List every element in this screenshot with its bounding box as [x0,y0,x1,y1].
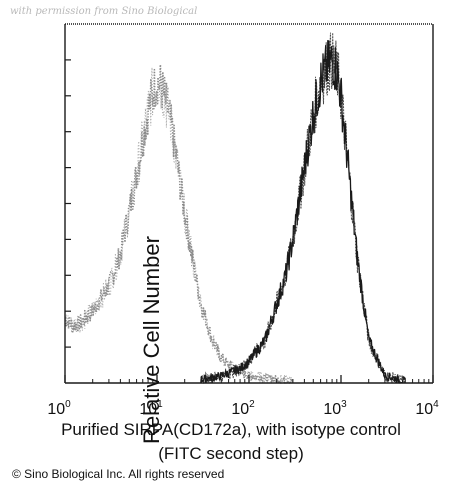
x-tick-label: 101 [139,399,163,418]
isotype-histogram-texture [64,67,294,384]
x-axis-label-line1: Purified SIRPA(CD172a), with isotype con… [61,420,401,439]
sample-histogram-line [200,39,406,384]
isotype-histogram-line [64,63,294,384]
x-axis-label-line2: (FITC second step) [158,444,304,463]
y-axis-ticks [65,59,71,348]
x-axis-ticks: 100 101 102 103 104 [47,375,439,418]
x-tick-label: 103 [323,399,347,418]
copyright-notice: © Sino Biological Inc. All rights reserv… [12,467,225,481]
x-tick-label: 102 [231,399,255,418]
plot-frame [64,23,434,384]
x-tick-label: 104 [415,399,439,418]
x-tick-label: 100 [47,399,71,418]
sample-histogram-texture [200,32,406,385]
sample-series [200,32,406,385]
watermark-text: with permission from Sino Biological [10,6,198,17]
isotype-series [64,63,294,384]
